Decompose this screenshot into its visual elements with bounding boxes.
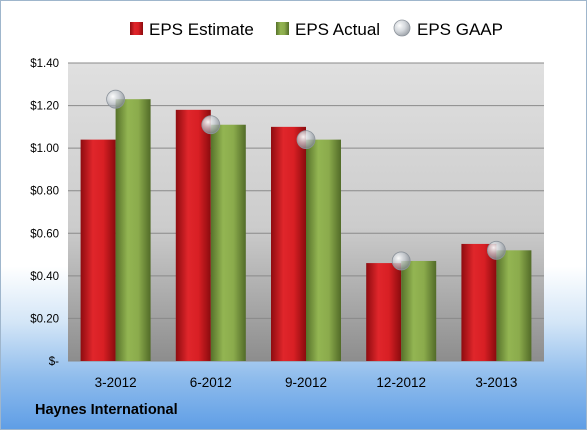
- y-tick-label: $0.40: [30, 271, 59, 283]
- bar-eps-actual-3-2012: [115, 99, 151, 361]
- bar-eps-estimate-12-2012: [366, 263, 402, 361]
- y-tick-label: $0.80: [30, 186, 59, 198]
- bar-eps-actual-6-2012: [210, 124, 246, 361]
- bar-eps-estimate-6-2012: [175, 109, 211, 361]
- legend-label-eps-actual: EPS Actual: [295, 20, 380, 39]
- y-tick-label: $0.60: [30, 228, 59, 240]
- legend: EPS Estimate EPS Actual EPS GAAP: [130, 19, 503, 39]
- marker-eps-gaap-9-2012: [296, 130, 316, 150]
- legend-item-eps-estimate: EPS Estimate: [130, 20, 254, 39]
- legend-label-eps-estimate: EPS Estimate: [149, 20, 254, 39]
- legend-label-eps-gaap: EPS GAAP: [417, 20, 503, 39]
- bar-eps-estimate-3-2012: [80, 139, 116, 361]
- x-tick-label: 3-2012: [95, 375, 137, 390]
- legend-item-eps-gaap: EPS GAAP: [393, 19, 503, 39]
- x-tick-label: 3-2013: [475, 375, 517, 390]
- x-tick-label: 9-2012: [285, 375, 327, 390]
- bar-eps-actual-3-2013: [496, 250, 532, 361]
- y-tick-label: $-: [49, 356, 59, 368]
- bar-eps-actual-9-2012: [306, 139, 341, 361]
- legend-swatch-eps-gaap: [393, 19, 411, 37]
- y-tick-label: $1.20: [30, 101, 59, 113]
- gaap-markers: [106, 89, 506, 271]
- legend-item-eps-actual: EPS Actual: [276, 20, 380, 39]
- x-tick-label: 6-2012: [190, 375, 232, 390]
- marker-eps-gaap-12-2012: [391, 251, 411, 271]
- marker-eps-gaap-3-2013: [486, 240, 506, 260]
- bars: [80, 99, 532, 361]
- x-tick-label: 12-2012: [376, 375, 426, 390]
- y-tick-label: $1.00: [30, 143, 59, 155]
- marker-eps-gaap-6-2012: [201, 115, 221, 135]
- y-tick-label: $0.20: [30, 313, 59, 325]
- marker-eps-gaap-3-2012: [106, 89, 125, 109]
- company-name: Haynes International: [35, 402, 178, 418]
- bar-eps-actual-12-2012: [401, 260, 437, 361]
- legend-swatch-eps-actual: [276, 22, 289, 35]
- bar-eps-estimate-9-2012: [271, 126, 306, 361]
- y-tick-label: $1.40: [30, 58, 59, 70]
- x-axis-ticks: 3-2012 6-2012 9-2012 12-2012 3-2013: [95, 375, 518, 390]
- y-axis-ticks: $- $0.20 $0.40 $0.60 $0.80 $1.00 $1.20 $1.40: [30, 58, 59, 368]
- legend-swatch-eps-estimate: [130, 22, 143, 35]
- bar-eps-estimate-3-2013: [461, 243, 497, 361]
